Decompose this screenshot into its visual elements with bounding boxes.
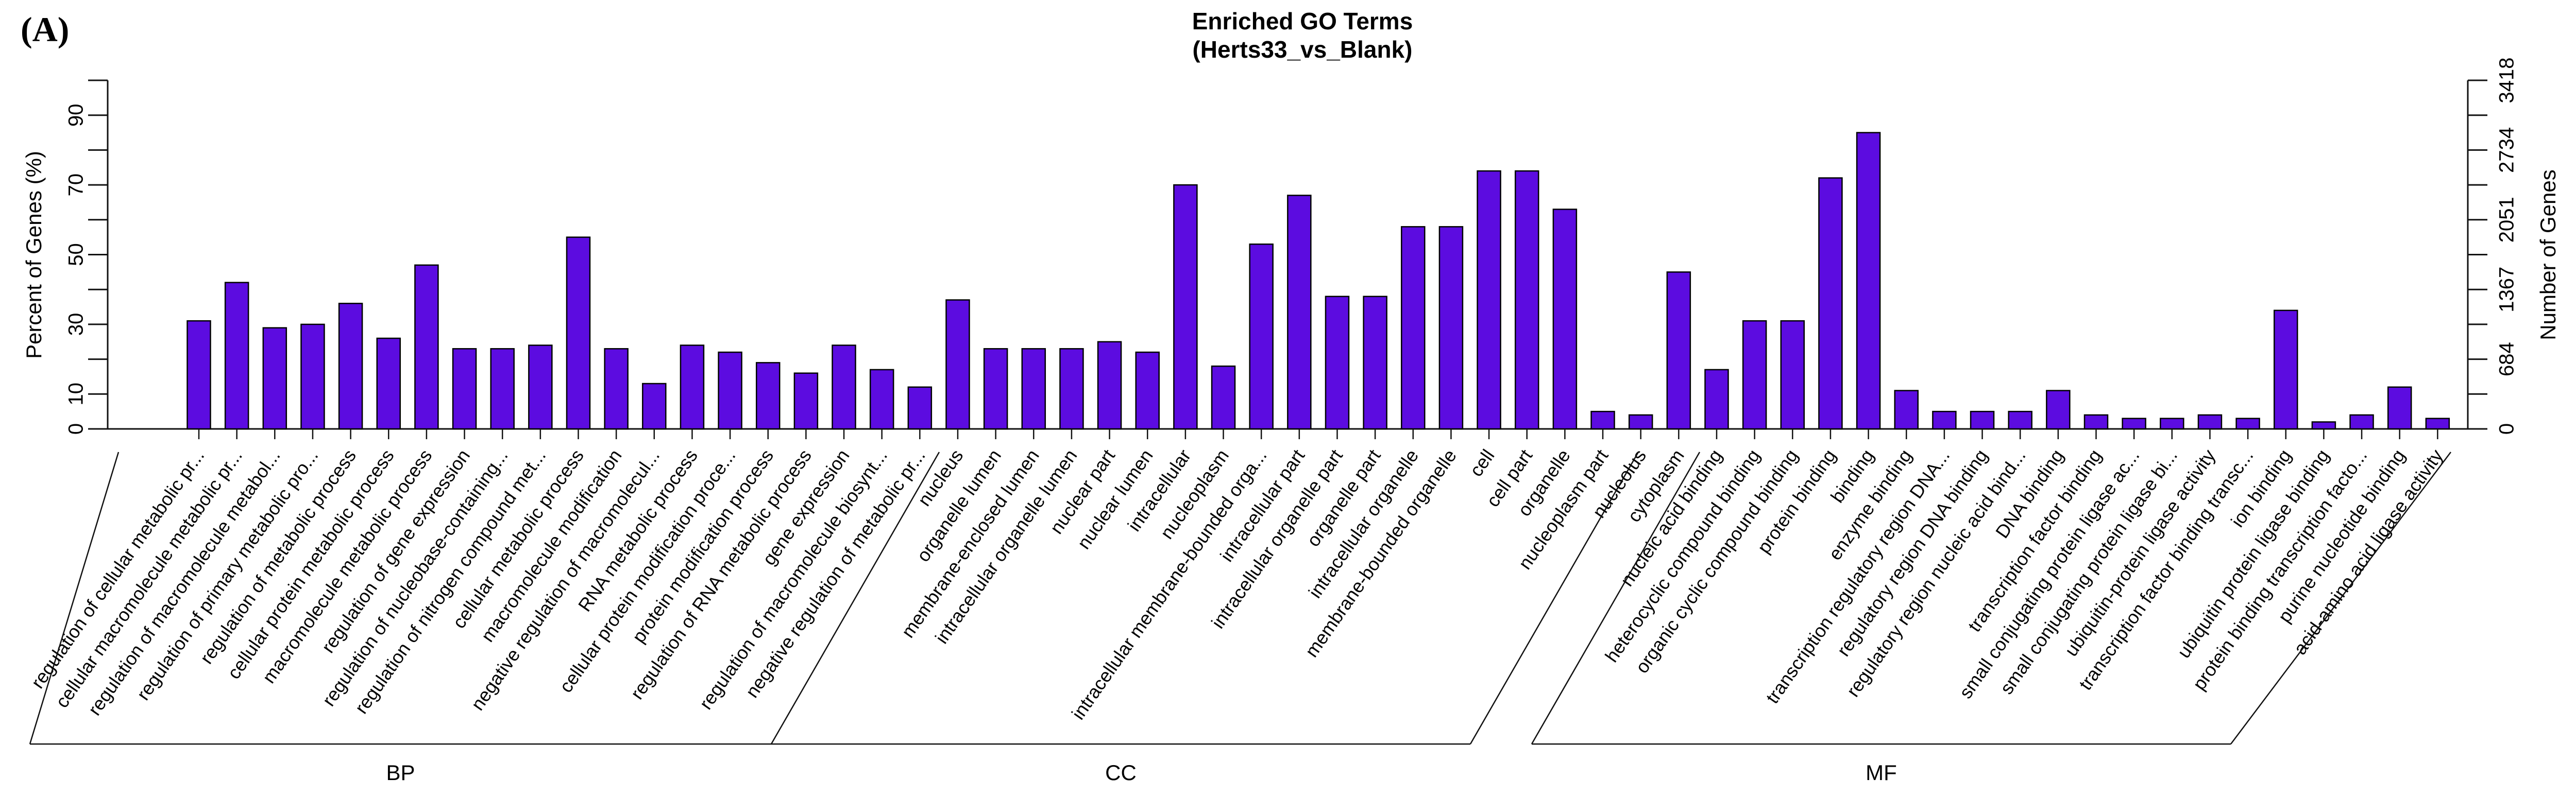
bar — [338, 303, 363, 430]
bar — [2349, 414, 2374, 430]
bar — [2083, 414, 2109, 430]
bar — [642, 383, 667, 430]
bar — [2046, 390, 2071, 430]
bar — [1628, 414, 1653, 430]
group-label: MF — [1866, 761, 1897, 785]
bar — [1477, 170, 1501, 430]
bar — [2008, 410, 2032, 430]
bar — [1059, 348, 1084, 430]
bar — [1325, 296, 1350, 430]
bar — [1818, 177, 1843, 430]
panel-label: (A) — [21, 10, 70, 49]
bar — [262, 327, 287, 430]
bar — [1438, 226, 1464, 430]
bar — [945, 299, 970, 430]
chart-title-line1: Enriched GO Terms — [1192, 8, 1413, 34]
bar — [2160, 418, 2184, 430]
bar — [2387, 386, 2412, 430]
left-axis-tick-label: 10 — [65, 383, 88, 406]
bar — [1552, 209, 1578, 430]
right-axis-tick-label: 1367 — [2496, 267, 2518, 313]
bar — [1932, 410, 1957, 430]
bar — [1287, 195, 1312, 430]
bar — [187, 320, 211, 430]
left-axis-tick-label: 50 — [65, 243, 88, 266]
left-axis-tick-label: 90 — [65, 103, 88, 127]
bar — [1590, 410, 1615, 430]
bar — [1856, 132, 1881, 430]
bar — [224, 282, 249, 430]
left-axis-title: Percent of Genes (%) — [22, 151, 46, 359]
bar — [490, 348, 515, 430]
bar — [1515, 170, 1539, 430]
x-tick-label: cell — [1465, 445, 1499, 480]
bar — [1363, 296, 1387, 430]
bar — [1211, 365, 1236, 430]
right-axis-tick-label: 0 — [2496, 423, 2518, 435]
right-axis-tick-label: 2051 — [2496, 197, 2518, 243]
left-axis-tick-label: 70 — [65, 174, 88, 197]
bar — [2274, 309, 2298, 430]
bar — [1097, 341, 1122, 430]
bar — [756, 362, 781, 430]
bar — [869, 369, 894, 430]
bar — [2197, 414, 2223, 430]
chart-title: Enriched GO Terms (Herts33_vs_Blank) — [0, 7, 2576, 64]
right-axis-title: Number of Genes — [2536, 169, 2560, 340]
group-label: CC — [1105, 761, 1137, 785]
bar — [376, 337, 401, 430]
bar — [793, 372, 819, 430]
group-bracket-diagonal — [1531, 452, 1701, 745]
bar — [1135, 351, 1160, 430]
bar — [300, 323, 325, 430]
bar — [832, 344, 856, 430]
bar — [2122, 418, 2146, 430]
right-axis-tick-label: 684 — [2496, 342, 2518, 376]
right-axis-tick-label: 2734 — [2496, 127, 2518, 173]
bar — [1173, 184, 1198, 430]
bar — [1894, 390, 1919, 430]
bar — [1021, 348, 1046, 430]
right-axis-tick-label: 3418 — [2496, 58, 2518, 103]
bar — [1970, 410, 1995, 430]
bar — [604, 348, 629, 430]
chart-title-line2: (Herts33_vs_Blank) — [1192, 36, 1413, 63]
group-bracket-diagonal — [2230, 452, 2451, 745]
bar — [414, 264, 439, 430]
left-axis-tick-label: 30 — [65, 313, 88, 336]
left-axis-tick-label: 0 — [65, 423, 88, 435]
bar — [1401, 226, 1426, 430]
bar — [983, 348, 1008, 430]
group-label: BP — [386, 761, 415, 785]
bar — [1666, 271, 1691, 430]
group-bracket-diagonal — [1469, 452, 1639, 745]
bar — [1704, 369, 1729, 430]
x-tick-label: negative regulation of metabolic pr... — [741, 445, 929, 701]
bar — [2311, 421, 2336, 430]
group-bracket-diagonal — [770, 452, 940, 745]
bar — [1249, 243, 1274, 430]
bar — [718, 351, 742, 430]
bar — [1780, 320, 1805, 430]
bar — [452, 348, 477, 430]
group-bracket-diagonal — [29, 452, 120, 745]
bar — [528, 344, 553, 430]
bar — [2235, 418, 2260, 430]
bar — [2425, 418, 2450, 430]
bar — [680, 344, 705, 430]
bar — [566, 236, 591, 430]
bar — [1742, 320, 1767, 430]
bar — [907, 386, 933, 430]
